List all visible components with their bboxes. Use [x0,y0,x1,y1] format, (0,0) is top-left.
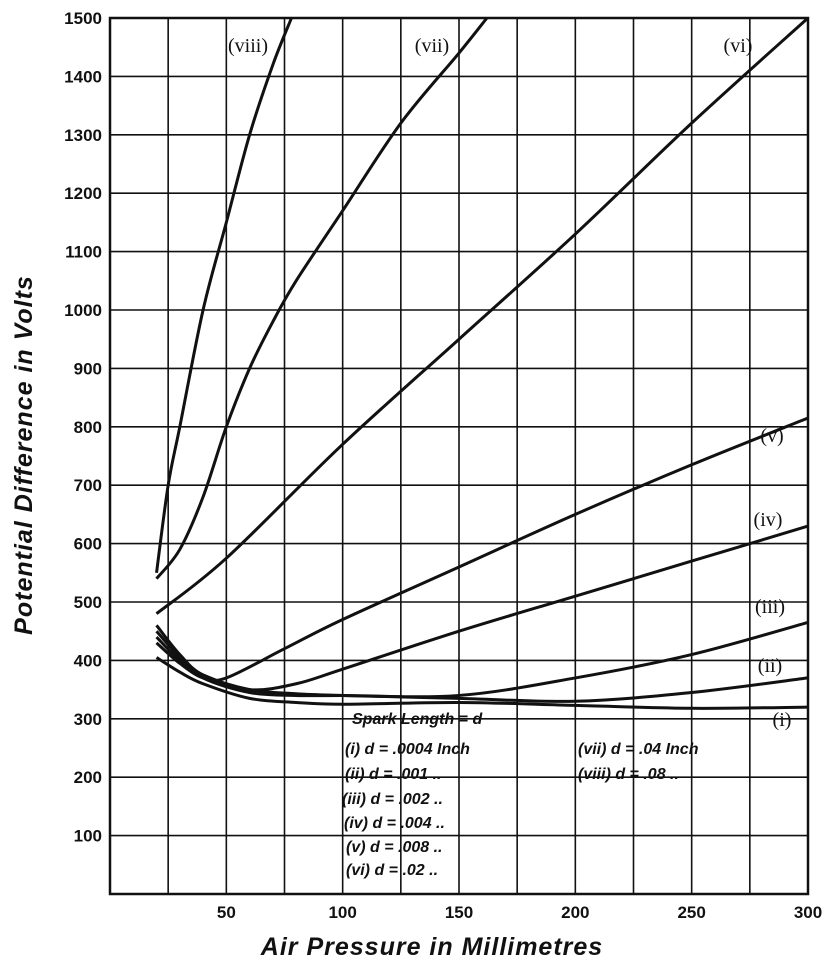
y-tick-label: 1300 [64,126,102,145]
plot-frame [108,16,810,896]
x-axis-label: Air Pressure in Millimetres [260,933,603,961]
y-tick-label: 300 [74,710,102,729]
y-tick-label: 1200 [64,184,102,203]
curve-label: (iii) [755,596,785,618]
grid [108,16,810,896]
series-line [155,620,809,699]
legend-entry: (vii) d = .04 Inch [578,741,699,758]
legend: Spark Length = d (i) d = .0004 Inch (ii)… [342,711,699,879]
series-line [155,524,809,692]
x-tick-label: 50 [217,903,236,922]
legend-entry: (iv) d = .004 .. [344,815,445,832]
tick-labels: 50 100 150 200 250 300 100 200 300 400 500 600 700 80… [64,9,822,922]
y-tick-label: 1500 [64,9,102,28]
series-line [155,656,809,710]
y-tick-label: 1000 [64,301,102,320]
legend-entry: (vi) d = .02 .. [346,862,438,879]
x-tick-label: 100 [328,903,356,922]
legend-entry: (i) d = .0004 Inch [345,741,470,758]
series-line [155,17,489,580]
y-tick-label: 900 [74,359,102,378]
y-tick-label: 600 [74,535,102,554]
y-tick-label: 400 [74,651,102,670]
legend-title: Spark Length = d [352,711,483,728]
curve-label: (i) [773,709,792,731]
y-axis-label: Potential Difference in Volts [10,275,38,635]
x-tick-label: 250 [677,903,705,922]
legend-entry: (ii) d = .001 .. [345,766,441,783]
y-tick-label: 800 [74,418,102,437]
curve-label: (vi) [724,35,753,57]
legend-entry: (iii) d = .002 .. [342,791,443,808]
legend-entry: (v) d = .008 .. [346,839,442,856]
y-tick-label: 200 [74,768,102,787]
y-tick-label: 500 [74,593,102,612]
y-tick-label: 1100 [65,243,102,262]
x-tick-label: 300 [794,903,822,922]
curve-label: (v) [760,425,783,447]
x-tick-label: 150 [445,903,473,922]
series-line [155,17,293,573]
series-line [155,16,810,615]
y-tick-label: 700 [74,476,102,495]
series-line [155,416,809,683]
curve-label: (viii) [228,35,268,57]
legend-entry: (viii) d = .08 .. [578,766,679,783]
curves [155,16,810,710]
curve-label: (vii) [415,35,449,57]
curve-labels: (i) (ii) (iii) (iv) (v) (vi) (vii) (viii) [228,35,791,731]
x-tick-label: 200 [561,903,589,922]
curve-label: (iv) [754,509,783,531]
y-tick-label: 100 [74,827,102,846]
curve-label: (ii) [758,655,782,677]
y-tick-label: 1400 [64,67,102,86]
